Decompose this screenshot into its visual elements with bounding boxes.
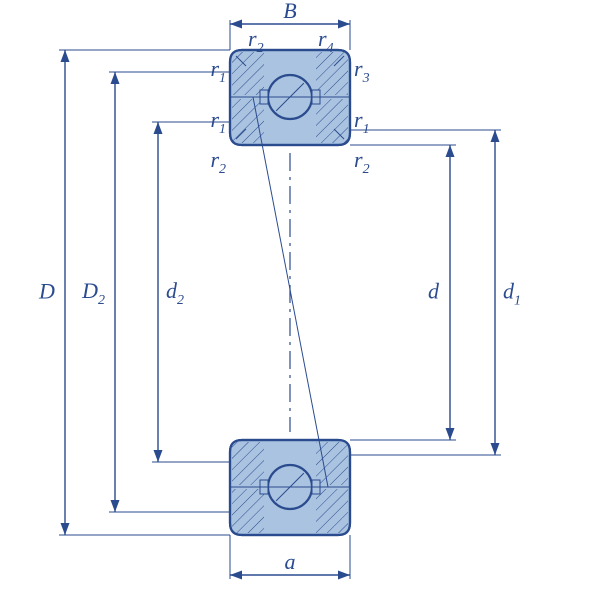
svg-text:D2: D2 [81,278,105,308]
bearing-cross-section-diagram: BaDD2d2dd1r2r4r1r3r1r1r2r2 [0,0,600,600]
svg-text:d2: d2 [166,278,184,308]
svg-text:D: D [38,279,55,304]
svg-text:r1: r1 [210,56,226,86]
svg-text:r3: r3 [354,56,370,86]
svg-text:d: d [428,279,440,304]
svg-text:r2: r2 [210,147,226,177]
svg-text:d1: d1 [503,279,521,309]
svg-text:r1: r1 [210,107,226,137]
svg-text:r2: r2 [354,147,370,177]
svg-text:r1: r1 [354,107,370,137]
svg-text:B: B [283,0,296,23]
svg-text:a: a [285,549,296,574]
